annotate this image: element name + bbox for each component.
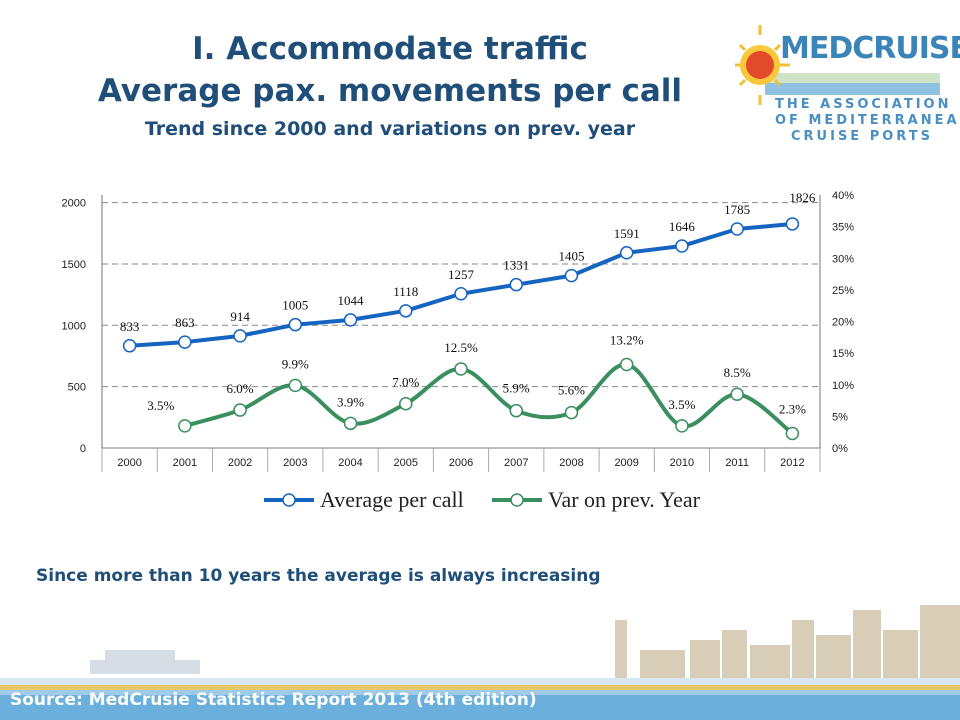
data-label-average-per-call: 1257 <box>448 267 475 282</box>
data-label-var-on-prev-year: 5.9% <box>503 381 530 396</box>
point-average-per-call <box>399 304 413 318</box>
data-label-var-on-prev-year: 9.9% <box>282 356 309 371</box>
medcruise-logo: MEDCRUISE THE ASSOCIATION OF MEDITERRANE… <box>735 25 960 150</box>
data-label-var-on-prev-year: 3.9% <box>337 394 364 409</box>
point-var-on-prev-year <box>288 378 303 393</box>
point-average-per-call <box>288 317 303 332</box>
data-label-average-per-call: 863 <box>175 315 195 330</box>
data-label-var-on-prev-year: 6.0% <box>227 381 254 396</box>
x-tick-label: 2005 <box>394 457 418 469</box>
data-label-average-per-call: 1785 <box>724 202 750 217</box>
point-average-per-call <box>675 239 689 253</box>
point-average-per-call <box>454 287 468 301</box>
data-label-average-per-call: 1591 <box>614 226 640 241</box>
point-average-per-call <box>619 246 634 260</box>
x-tick-label: 2006 <box>449 457 473 469</box>
y-left-tick-label: 2000 <box>62 198 86 210</box>
point-average-per-call <box>178 335 192 349</box>
y-left-tick-label: 500 <box>68 382 86 394</box>
page-caption: Trend since 2000 and variations on prev.… <box>144 118 636 140</box>
series-line-var-on-prev-year <box>184 362 794 436</box>
y-right-tick-label: 15% <box>832 348 854 360</box>
data-label-average-per-call: 833 <box>120 319 140 334</box>
y-right-tick-label: 30% <box>832 253 854 265</box>
point-var-on-prev-year <box>399 396 413 411</box>
point-var-on-prev-year <box>730 387 744 401</box>
point-average-per-call <box>785 217 800 231</box>
x-tick-label: 2010 <box>670 457 694 469</box>
page-title: I. Accommodate traffic <box>192 31 588 67</box>
point-var-on-prev-year <box>675 419 689 433</box>
point-var-on-prev-year <box>343 416 358 431</box>
point-var-on-prev-year <box>454 362 468 376</box>
x-tick-label: 2000 <box>117 457 141 469</box>
y-right-tick-label: 0% <box>832 443 848 455</box>
point-average-per-call <box>233 329 247 343</box>
y-right-tick-label: 35% <box>832 222 854 234</box>
data-label-var-on-prev-year: 3.5% <box>668 397 695 412</box>
data-label-var-on-prev-year: 13.2% <box>610 333 644 348</box>
logo-line-3: CRUISE PORTS <box>791 129 933 144</box>
x-tick-label: 2009 <box>614 457 638 469</box>
legend-label: Average per call <box>320 487 464 512</box>
data-label-average-per-call: 1118 <box>393 284 418 299</box>
sun-icon <box>735 25 940 105</box>
y-right-tick-label: 5% <box>832 411 848 423</box>
y-left-tick-label: 0 <box>80 443 86 455</box>
title-block: I. Accommodate traffic Average pax. move… <box>60 28 720 144</box>
x-tick-label: 2007 <box>504 457 528 469</box>
y-left-tick-label: 1500 <box>62 259 86 271</box>
y-right-tick-label: 25% <box>832 285 854 297</box>
point-var-on-prev-year <box>509 403 523 418</box>
point-average-per-call <box>509 277 523 292</box>
point-average-per-call <box>730 222 744 236</box>
x-tick-label: 2003 <box>283 457 307 469</box>
point-average-per-call <box>564 268 579 283</box>
data-label-average-per-call: 1646 <box>669 219 696 234</box>
logo-wordmark: MEDCRUISE <box>780 31 960 66</box>
legend-marker <box>510 493 524 507</box>
x-tick-label: 2004 <box>338 457 362 469</box>
x-tick-label: 2012 <box>780 457 804 469</box>
data-label-average-per-call: 1826 <box>789 190 816 205</box>
data-label-var-on-prev-year: 12.5% <box>444 340 478 355</box>
point-var-on-prev-year <box>564 405 579 420</box>
y-right-tick-label: 40% <box>832 190 854 202</box>
source-text: Source: MedCrusie Statistics Report 2013… <box>10 690 537 710</box>
point-var-on-prev-year <box>178 419 192 433</box>
y-right-tick-label: 10% <box>832 380 854 392</box>
data-label-average-per-call: 1331 <box>503 258 529 273</box>
line-chart: 0 500 1000 1500 2000 0% 5% 10% 15% 20% 25% 30% 35% 40… <box>62 190 855 512</box>
data-label-var-on-prev-year: 5.6% <box>558 383 585 398</box>
page-subtitle: Average pax. movements per call <box>97 73 683 109</box>
data-label-average-per-call: 1044 <box>338 293 365 308</box>
point-var-on-prev-year <box>619 357 634 372</box>
y-left-tick-label: 1000 <box>62 320 86 332</box>
logo-line-1: THE ASSOCIATION <box>775 97 952 112</box>
y-right-tick-label: 20% <box>832 317 854 329</box>
data-label-average-per-call: 914 <box>230 309 250 324</box>
footer-bar: Source: MedCrusie Statistics Report 2013… <box>0 685 960 720</box>
data-label-var-on-prev-year: 3.5% <box>147 398 174 413</box>
x-tick-label: 2011 <box>725 457 749 469</box>
data-label-var-on-prev-year: 8.5% <box>724 365 751 380</box>
data-label-average-per-call: 1405 <box>558 249 584 264</box>
point-var-on-prev-year <box>233 403 247 417</box>
point-average-per-call <box>343 313 358 327</box>
legend-label: Var on prev. Year <box>548 487 701 512</box>
data-label-var-on-prev-year: 2.3% <box>779 401 806 416</box>
conclusion-note: Since more than 10 years the average is … <box>36 566 601 586</box>
logo-line-2: OF MEDITERRANEAN <box>775 113 960 128</box>
series-line-average-per-call <box>129 221 793 348</box>
point-var-on-prev-year <box>785 426 800 441</box>
harbour-illustration <box>0 605 960 685</box>
x-tick-label: 2002 <box>228 457 252 469</box>
x-tick-label: 2001 <box>173 457 197 469</box>
legend-marker <box>282 493 296 507</box>
data-label-average-per-call: 1005 <box>282 298 308 313</box>
data-label-var-on-prev-year: 7.0% <box>392 375 419 390</box>
x-tick-label: 2008 <box>559 457 583 469</box>
point-average-per-call <box>122 339 137 353</box>
